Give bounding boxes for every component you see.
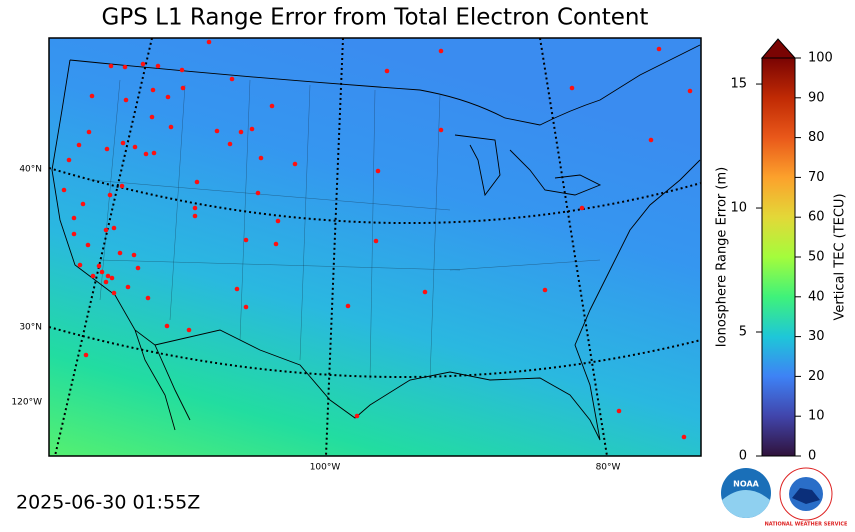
stations <box>61 39 693 440</box>
colorbar-extend <box>760 38 797 59</box>
tick-label: 15 <box>730 77 747 92</box>
state-lines <box>89 79 601 381</box>
parallel-30n <box>49 326 701 378</box>
nws-logo: NATIONAL WEATHER SERVICE <box>765 467 848 528</box>
tick-label: 10 <box>730 201 747 216</box>
canada-border <box>69 44 701 126</box>
noaa-logo: NOAA <box>721 468 771 518</box>
parallel-40n <box>49 167 701 225</box>
tick-label: 100 <box>808 51 833 66</box>
map <box>49 38 701 456</box>
tick-label: 80 <box>808 130 825 145</box>
tick-label: 70 <box>808 170 825 185</box>
tec-label: Vertical TEC (TECU) <box>833 193 848 320</box>
tick-label: 40 <box>808 289 825 304</box>
tec-field <box>49 38 701 456</box>
timestamp: 2025-06-30 01:55Z <box>16 492 200 514</box>
tick-label: 0 <box>739 449 747 464</box>
tick-label: 50 <box>808 250 825 265</box>
colorbar: 0 5 10 15 0 10 20 30 40 50 60 70 80 90 100 <box>730 38 833 464</box>
lon-label: 120°W <box>11 398 42 408</box>
lat-label: 30°N <box>19 323 42 333</box>
tick-label: 60 <box>808 210 825 225</box>
tick-label: 30 <box>808 329 825 344</box>
colorbar-ramp <box>761 57 796 457</box>
map-frame <box>48 37 702 457</box>
noaa-text: NOAA <box>733 480 759 489</box>
meridian-80w <box>539 38 608 456</box>
lon-label: 80°W <box>596 463 621 473</box>
great-lakes <box>454 134 602 197</box>
lon-label: 100°W <box>310 463 341 473</box>
nws-text: NATIONAL WEATHER SERVICE <box>765 522 848 528</box>
lat-label: 40°N <box>19 165 42 175</box>
tick-label: 20 <box>808 369 825 384</box>
tick-label: 0 <box>808 449 816 464</box>
meridian-120w <box>54 38 153 456</box>
range-error-label: Ionosphere Range Error (m) <box>715 167 730 347</box>
tick-label: 10 <box>808 409 825 424</box>
tick-label: 90 <box>808 90 825 105</box>
coastline <box>51 59 701 441</box>
title: GPS L1 Range Error from Total Electron C… <box>102 5 649 31</box>
tick-label: 5 <box>739 325 747 340</box>
